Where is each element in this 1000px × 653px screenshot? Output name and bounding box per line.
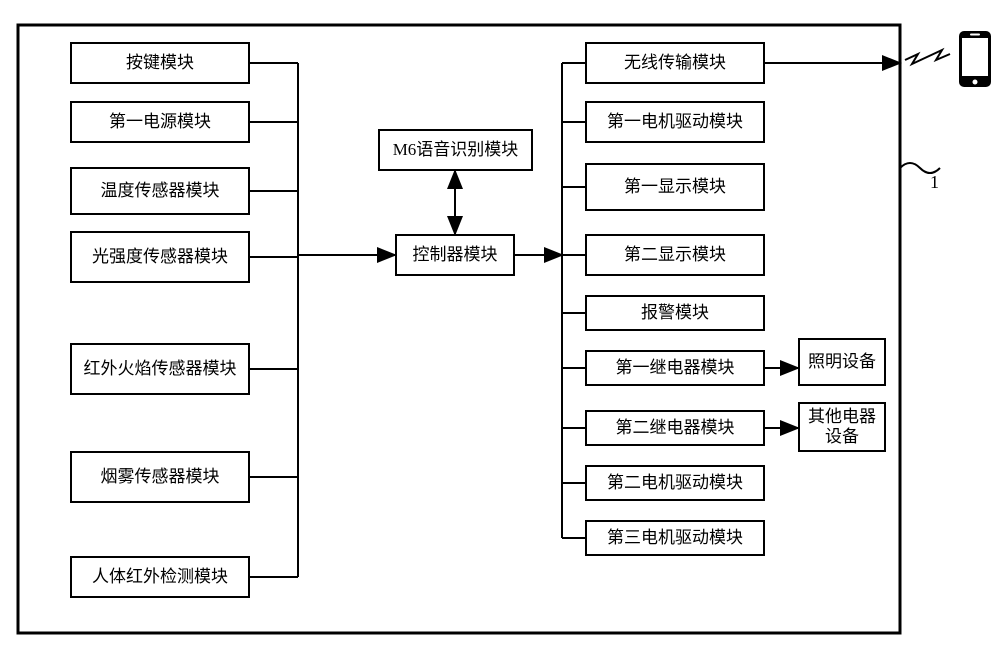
node-left3: 温度传感器模块 (70, 167, 250, 215)
node-other-label: 其他电器 设备 (804, 407, 880, 448)
node-left7-label: 人体红外检测模块 (88, 567, 232, 587)
node-left5-label: 红外火焰传感器模块 (80, 359, 241, 379)
node-right3-label: 第一显示模块 (620, 177, 730, 197)
node-lighting: 照明设备 (798, 338, 886, 386)
node-other: 其他电器 设备 (798, 402, 886, 452)
node-right1: 无线传输模块 (585, 42, 765, 84)
node-controller: 控制器模块 (395, 234, 515, 276)
node-right2: 第一电机驱动模块 (585, 101, 765, 143)
node-left1-label: 按键模块 (122, 53, 198, 73)
node-left5: 红外火焰传感器模块 (70, 343, 250, 395)
node-voice-label: M6语音识别模块 (389, 140, 523, 160)
node-right5-label: 报警模块 (637, 303, 713, 323)
node-left2: 第一电源模块 (70, 101, 250, 143)
node-right3: 第一显示模块 (585, 163, 765, 211)
node-right7: 第二继电器模块 (585, 410, 765, 446)
node-controller-label: 控制器模块 (409, 245, 502, 265)
diagram-canvas: M6语音识别模块控制器模块 按键模块第一电源模块温度传感器模块光强度传感器模块红外… (0, 0, 1000, 653)
node-right4: 第二显示模块 (585, 234, 765, 276)
mobile-phone-icon (958, 30, 992, 93)
node-left2-label: 第一电源模块 (105, 112, 215, 132)
node-right9: 第三电机驱动模块 (585, 520, 765, 556)
node-left6: 烟雾传感器模块 (70, 451, 250, 503)
reference-label-1: 1 (930, 172, 939, 193)
node-left4: 光强度传感器模块 (70, 231, 250, 283)
node-right9-label: 第三电机驱动模块 (603, 528, 747, 548)
node-left6-label: 烟雾传感器模块 (97, 467, 224, 487)
node-right4-label: 第二显示模块 (620, 245, 730, 265)
node-voice: M6语音识别模块 (378, 129, 533, 171)
node-left1: 按键模块 (70, 42, 250, 84)
node-left7: 人体红外检测模块 (70, 556, 250, 598)
node-left4-label: 光强度传感器模块 (88, 247, 232, 267)
node-right8: 第二电机驱动模块 (585, 465, 765, 501)
node-lighting-label: 照明设备 (804, 352, 880, 372)
node-right2-label: 第一电机驱动模块 (603, 112, 747, 132)
node-right1-label: 无线传输模块 (620, 53, 730, 73)
node-right6: 第一继电器模块 (585, 350, 765, 386)
node-right5: 报警模块 (585, 295, 765, 331)
node-right8-label: 第二电机驱动模块 (603, 473, 747, 493)
node-right7-label: 第二继电器模块 (612, 418, 739, 438)
node-right6-label: 第一继电器模块 (612, 358, 739, 378)
node-left3-label: 温度传感器模块 (97, 181, 224, 201)
